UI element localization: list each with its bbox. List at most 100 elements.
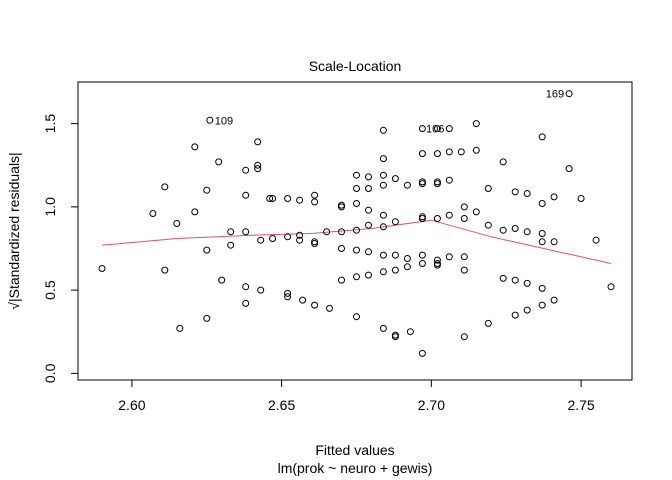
x-tick-label: 2.65: [268, 397, 295, 413]
residual-point: [472, 120, 480, 128]
chart-title: Scale-Location: [309, 58, 402, 74]
residual-point: [511, 188, 519, 196]
residual-point: [418, 180, 426, 188]
residual-point: [203, 246, 211, 254]
residual-point: [550, 238, 558, 246]
residual-point: [242, 166, 250, 174]
residual-point: [284, 195, 292, 202]
residual-point: [523, 306, 531, 314]
residual-point: [296, 231, 304, 239]
y-tick-label: 1.5: [42, 114, 58, 134]
residual-point: [538, 238, 546, 246]
x-tick-label: 2.60: [118, 397, 145, 413]
x-tick-label: 2.75: [567, 397, 594, 413]
residual-point: [242, 299, 250, 307]
residual-points: [98, 90, 615, 357]
smoother-line: [101, 219, 612, 264]
outlier-labels: 109 106 169: [215, 89, 564, 136]
x-axis: 2.60 2.65 2.70 2.75: [118, 379, 595, 413]
residual-point: [403, 255, 411, 262]
residual-point: [379, 126, 387, 134]
residual-point: [365, 271, 372, 279]
residual-point: [379, 268, 387, 276]
residual-point: [523, 190, 531, 197]
residual-point: [215, 158, 223, 166]
residual-point: [269, 235, 277, 242]
residual-point: [433, 261, 441, 269]
residual-point: [242, 191, 250, 199]
residual-point: [353, 246, 360, 254]
residual-point: [161, 183, 169, 191]
residual-point: [266, 195, 274, 202]
residual-point: [460, 333, 468, 341]
residual-point: [607, 283, 615, 291]
residual-point: [203, 186, 211, 194]
residual-point: [296, 196, 304, 204]
residual-point: [257, 236, 265, 244]
residual-point: [379, 181, 387, 189]
residual-point: [338, 276, 345, 284]
outlier-label: 169: [546, 89, 564, 101]
residual-point: [353, 313, 360, 321]
residual-point: [254, 161, 262, 169]
residual-point: [460, 215, 468, 222]
residual-point: [257, 286, 265, 294]
residual-point: [403, 263, 411, 271]
residual-point: [391, 266, 399, 274]
x-axis-label: Fitted values: [315, 442, 394, 458]
outlier-label: 109: [215, 115, 233, 127]
residual-point: [445, 148, 453, 156]
residual-point: [299, 296, 307, 304]
residual-point: [433, 215, 441, 222]
residual-point: [98, 265, 106, 272]
residual-point: [538, 133, 546, 141]
residual-point: [379, 223, 387, 231]
plot-frame: [77, 81, 633, 381]
model-formula: lm(prok ~ neuro + gewis): [278, 460, 433, 476]
residual-point: [523, 228, 531, 236]
residual-point: [353, 273, 360, 281]
x-tick-label: 2.70: [418, 397, 445, 413]
residual-point: [418, 150, 426, 158]
residual-point: [484, 319, 492, 327]
residual-point: [499, 274, 507, 282]
residual-point: [433, 150, 441, 158]
residual-point: [418, 251, 426, 259]
residual-point: [418, 215, 426, 222]
residual-point: [206, 116, 214, 124]
residual-point: [203, 314, 211, 322]
residual-point: [176, 324, 184, 332]
residual-point: [499, 158, 507, 166]
residual-point: [499, 226, 507, 234]
residual-point: [391, 218, 399, 226]
residual-point: [161, 266, 169, 274]
residual-point: [538, 230, 546, 237]
residual-point: [284, 233, 292, 241]
residual-point: [472, 146, 480, 154]
residual-point: [550, 193, 558, 201]
residual-point: [338, 245, 345, 252]
residual-point: [484, 221, 492, 229]
residual-point: [338, 228, 345, 236]
y-tick-label: 1.0: [42, 197, 58, 217]
residual-point: [379, 171, 387, 179]
residual-point: [511, 311, 519, 319]
residual-point: [353, 226, 360, 234]
residual-point: [433, 125, 441, 133]
residual-point: [173, 220, 181, 227]
residual-point: [353, 200, 360, 207]
residual-point: [227, 241, 235, 249]
residual-point: [565, 165, 573, 173]
residual-point: [550, 296, 558, 304]
residual-point: [311, 198, 319, 206]
residual-point: [242, 228, 250, 236]
residual-point: [391, 333, 399, 341]
residual-point: [457, 148, 465, 156]
residual-point: [365, 185, 372, 192]
residual-point: [418, 349, 426, 357]
residual-point: [311, 240, 319, 247]
residual-point: [391, 175, 399, 183]
residual-point: [379, 324, 387, 332]
residual-point: [511, 225, 519, 232]
residual-point: [254, 138, 262, 146]
